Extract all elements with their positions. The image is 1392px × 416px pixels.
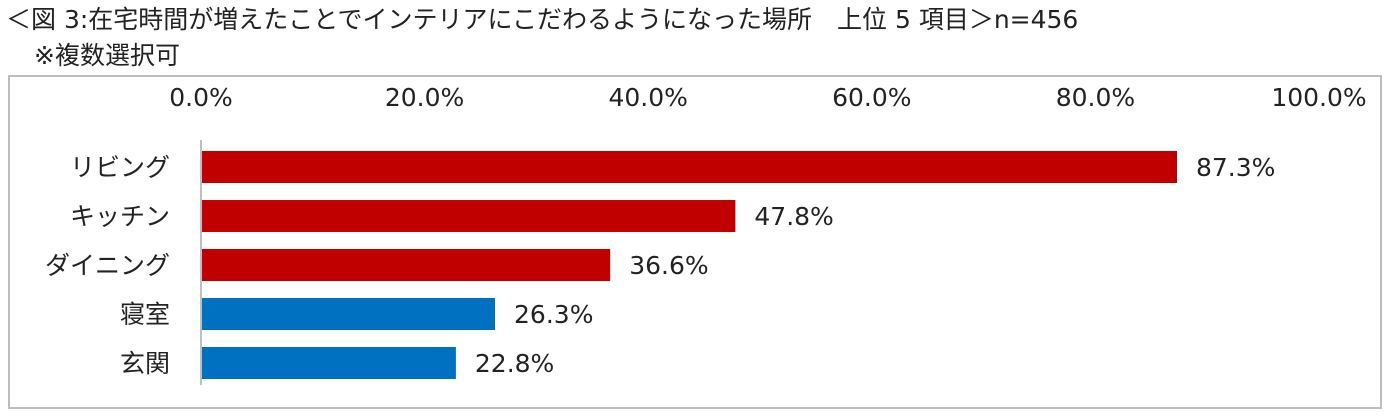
data-label: 22.8% bbox=[475, 349, 554, 378]
category-label: ダイニング bbox=[45, 251, 170, 280]
bar bbox=[202, 249, 611, 281]
category-label: リビング bbox=[70, 153, 170, 182]
x-tick-label: 100.0% bbox=[1271, 83, 1366, 112]
data-label: 26.3% bbox=[514, 300, 593, 329]
bar bbox=[202, 298, 496, 330]
data-label: 87.3% bbox=[1196, 153, 1275, 182]
category-label: 寝室 bbox=[120, 300, 170, 329]
category-label: キッチン bbox=[70, 202, 170, 231]
x-tick-label: 80.0% bbox=[1056, 83, 1135, 112]
bar bbox=[202, 151, 1178, 183]
chart-subtitle: ※複数選択可 bbox=[34, 41, 180, 70]
bar bbox=[202, 200, 736, 232]
x-tick-label: 20.0% bbox=[385, 83, 464, 112]
category-label: 玄関 bbox=[120, 349, 170, 378]
chart-title: ＜図 3:在宅時間が増えたことでインテリアにこだわるようになった場所 上位 5 … bbox=[6, 5, 1079, 34]
data-label: 36.6% bbox=[629, 251, 708, 280]
x-tick-label: 60.0% bbox=[832, 83, 911, 112]
x-tick-label: 0.0% bbox=[169, 83, 233, 112]
x-tick-label: 40.0% bbox=[608, 83, 687, 112]
bar bbox=[202, 347, 456, 379]
data-label: 47.8% bbox=[754, 202, 833, 231]
chart-frame bbox=[8, 75, 1382, 409]
